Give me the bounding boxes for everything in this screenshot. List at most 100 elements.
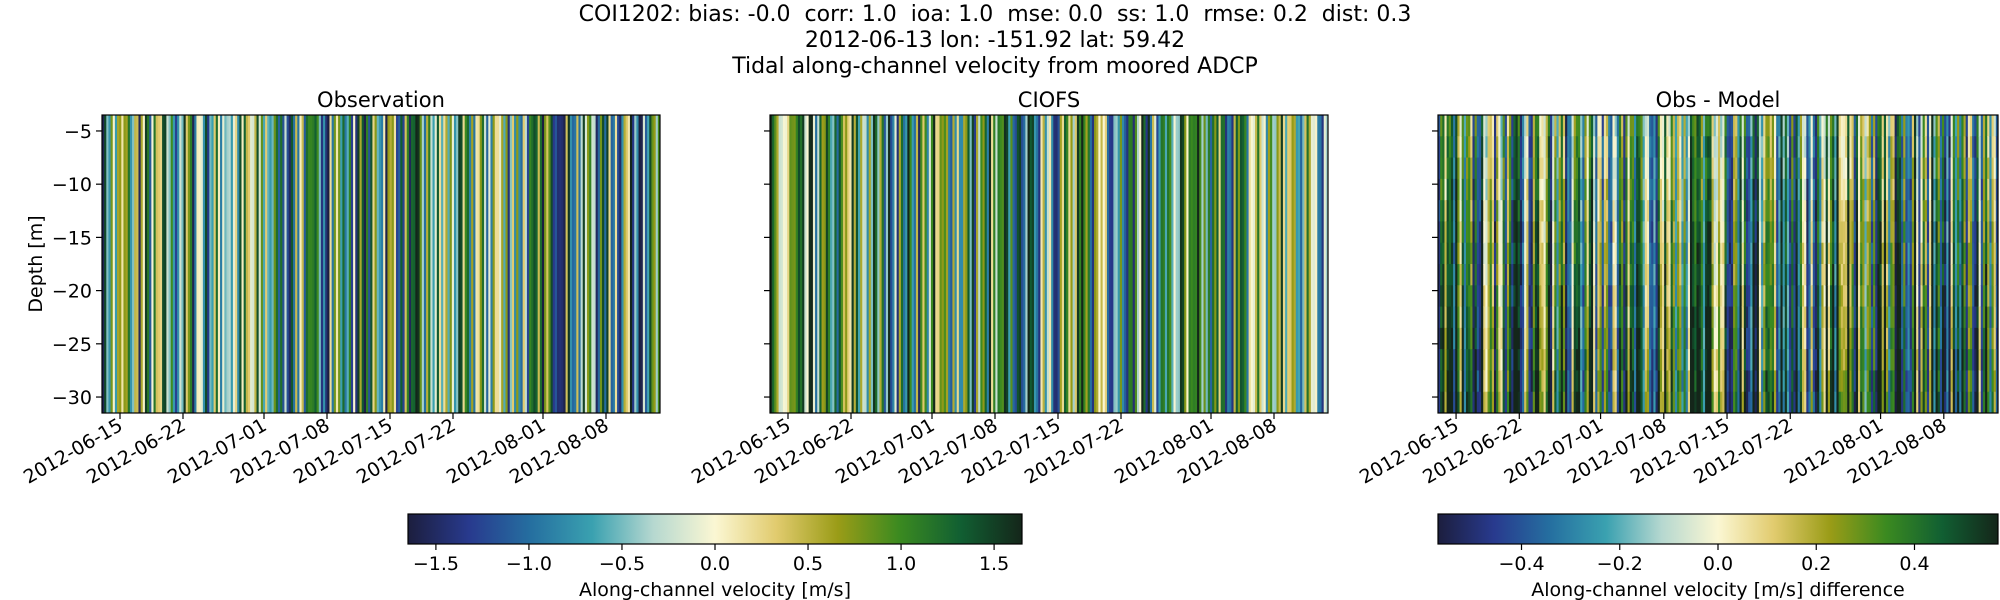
heatmap-cell	[1886, 242, 1889, 265]
heatmap-cell	[1593, 327, 1596, 350]
heatmap-cell	[849, 115, 853, 413]
heatmap-cell	[1621, 349, 1624, 372]
heatmap-cell	[1444, 115, 1448, 137]
heatmap-cell	[140, 115, 144, 413]
heatmap-cell	[1814, 349, 1818, 372]
heatmap-cell	[1970, 370, 1973, 393]
heatmap-cell	[1810, 200, 1814, 223]
heatmap-cell	[1677, 221, 1680, 244]
heatmap-cell	[1664, 200, 1667, 223]
heatmap-cell	[1539, 264, 1542, 286]
heatmap-cell	[1590, 306, 1594, 329]
heatmap-cell	[1534, 157, 1538, 180]
heatmap-cell	[1715, 115, 1719, 137]
heatmap-cell	[1659, 221, 1663, 244]
heatmap-cell	[1786, 136, 1790, 159]
heatmap-cell	[1942, 115, 1945, 137]
heatmap-cell	[1780, 200, 1784, 223]
heatmap-cell	[1959, 391, 1962, 413]
heatmap-cell	[1926, 221, 1930, 244]
heatmap-cell	[599, 115, 603, 413]
heatmap-cell	[1455, 178, 1458, 201]
heatmap-cell	[1849, 327, 1853, 350]
heatmap-cell	[1778, 391, 1782, 413]
heatmap-cell	[1957, 115, 1960, 137]
heatmap-cell	[1735, 136, 1738, 159]
heatmap-cell	[924, 115, 928, 413]
heatmap-cell	[1793, 349, 1797, 372]
heatmap-cell	[1588, 306, 1592, 329]
heatmap-cell	[1461, 327, 1465, 350]
heatmap-cell	[1797, 136, 1801, 159]
heatmap-cell	[153, 115, 157, 413]
heatmap-cell	[1967, 391, 1971, 413]
heatmap-cell	[1845, 200, 1848, 223]
heatmap-cell	[1737, 391, 1741, 413]
heatmap-cell	[1786, 264, 1790, 286]
heatmap-cell	[1690, 349, 1693, 372]
heatmap-cell	[1866, 178, 1870, 201]
heatmap-cell	[1664, 178, 1667, 201]
heatmap-cell	[1474, 306, 1478, 329]
heatmap-cell	[522, 115, 526, 413]
heatmap-cell	[1586, 200, 1590, 223]
heatmap-cell	[1446, 327, 1450, 350]
heatmap-cell	[1901, 136, 1904, 159]
heatmap-cell	[1692, 327, 1695, 350]
heatmap-cell	[1662, 242, 1665, 265]
heatmap-cell	[1920, 306, 1924, 329]
heatmap-cell	[1539, 157, 1542, 180]
heatmap-cell	[1575, 370, 1579, 393]
heatmap-cell	[426, 115, 429, 413]
heatmap-cell	[1571, 221, 1575, 244]
heatmap-cell	[810, 115, 814, 413]
heatmap-cell	[1494, 136, 1497, 159]
heatmap-cell	[1644, 264, 1648, 286]
heatmap-cell	[1625, 115, 1629, 137]
heatmap-cell	[1722, 136, 1726, 159]
heatmap-cell	[1909, 136, 1913, 159]
heatmap-cell	[1819, 285, 1822, 308]
heatmap-cell	[956, 115, 960, 413]
heatmap-cell	[1918, 327, 1922, 350]
heatmap-cell	[1939, 327, 1943, 350]
heatmap-cell	[1562, 349, 1566, 372]
heatmap-cell	[1025, 115, 1029, 413]
heatmap-cell	[1892, 349, 1896, 372]
heatmap-cell	[1707, 349, 1710, 372]
heatmap-cell	[1907, 306, 1911, 329]
heatmap-cell	[1750, 327, 1754, 350]
heatmap-cell	[1784, 327, 1788, 350]
heatmap-cell	[1470, 391, 1474, 413]
heatmap-cell	[1491, 264, 1495, 286]
heatmap-cell	[1849, 115, 1853, 137]
heatmap-cell	[215, 115, 219, 413]
heatmap-cell	[1530, 306, 1534, 329]
heatmap-cell	[1532, 115, 1536, 137]
heatmap-cell	[1513, 306, 1517, 329]
heatmap-cell	[1916, 136, 1919, 159]
heatmap-cell	[1916, 242, 1919, 265]
heatmap-cell	[1636, 178, 1639, 201]
heatmap-cell	[1905, 115, 1909, 137]
heatmap-cell	[1552, 115, 1555, 137]
heatmap-cell	[1608, 157, 1611, 180]
heatmap-cell	[1621, 221, 1624, 244]
heatmap-cell	[1448, 221, 1452, 244]
heatmap-cell	[1948, 242, 1952, 265]
heatmap-cell	[1539, 285, 1542, 308]
heatmap-cell	[1911, 306, 1915, 329]
heatmap-cell	[1737, 242, 1741, 265]
heatmap-cell	[1926, 327, 1930, 350]
heatmap-cell	[1625, 264, 1629, 286]
heatmap-cell	[1774, 349, 1777, 372]
heatmap-cell	[1892, 306, 1896, 329]
heatmap-cell	[1786, 306, 1790, 329]
heatmap-cell	[1504, 306, 1508, 329]
heatmap-cell	[1528, 242, 1532, 265]
heatmap-cell	[1528, 306, 1532, 329]
heatmap-cell	[1802, 349, 1805, 372]
heatmap-cell	[1892, 115, 1896, 137]
heatmap-cell	[1834, 200, 1838, 223]
heatmap-cell	[1612, 285, 1616, 308]
